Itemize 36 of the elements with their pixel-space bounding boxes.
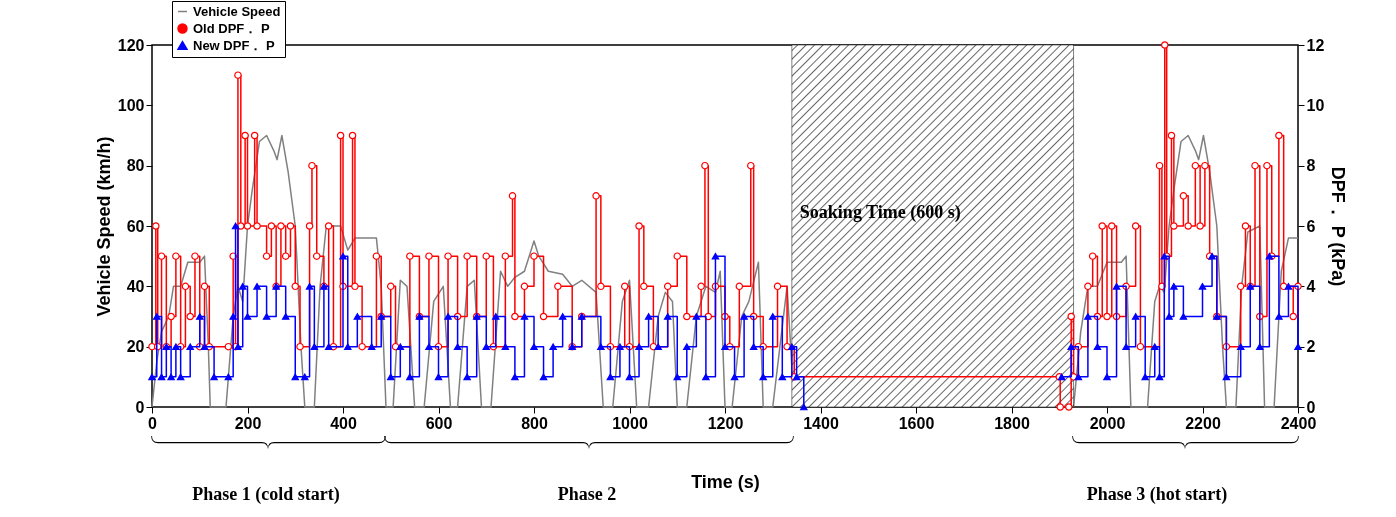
x-tick-label: 2200 xyxy=(1185,414,1221,432)
legend-label: Vehicle Speed xyxy=(193,3,281,19)
x-tick-label: 0 xyxy=(148,414,158,432)
x-tick-label: 600 xyxy=(425,414,453,432)
y-tick-label: 80 xyxy=(126,157,145,175)
y-tick-label: 20 xyxy=(126,338,145,356)
text: Phase 2 xyxy=(557,484,617,504)
x-tick-label: 1800 xyxy=(994,414,1030,432)
text: Phase 3 (hot start) xyxy=(1086,484,1228,505)
legend-label: Old DPF． P xyxy=(193,20,270,36)
y-axis-title: Vehicle Speed (km/h) xyxy=(93,136,114,317)
legend-label: New DPF． P xyxy=(193,37,275,53)
y-tick-label: 100 xyxy=(117,96,145,114)
x-tick-label: 1600 xyxy=(898,414,935,432)
x-axis-title: Time (s) xyxy=(691,471,760,492)
x-tick-label: 2400 xyxy=(1280,414,1317,432)
y2-tick-label: 8 xyxy=(1306,157,1316,175)
y2-tick-label: 10 xyxy=(1306,96,1325,114)
y-tick-label: 0 xyxy=(135,398,145,416)
x-tick-label: 1400 xyxy=(803,414,839,432)
x-tick-label: 200 xyxy=(234,414,262,432)
x-tick-label: 800 xyxy=(521,414,548,432)
text: Phase 1 (cold start) xyxy=(192,484,340,505)
y2-tick-label: 12 xyxy=(1306,36,1325,54)
y-tick-label: 120 xyxy=(117,36,145,54)
x-tick-label: 2000 xyxy=(1089,414,1126,432)
y2-tick-label: 2 xyxy=(1306,338,1316,356)
y2-tick-label: 0 xyxy=(1306,398,1316,416)
y2-axis-title: DPF． P (kPa) xyxy=(1328,166,1349,287)
x-tick-label: 1200 xyxy=(707,414,744,432)
x-tick-label: 1000 xyxy=(612,414,648,432)
y-tick-label: 60 xyxy=(126,217,145,235)
y2-tick-label: 6 xyxy=(1306,217,1316,235)
y2-tick-label: 4 xyxy=(1306,277,1316,295)
y-tick-label: 40 xyxy=(126,277,145,295)
x-tick-label: 400 xyxy=(330,414,357,432)
